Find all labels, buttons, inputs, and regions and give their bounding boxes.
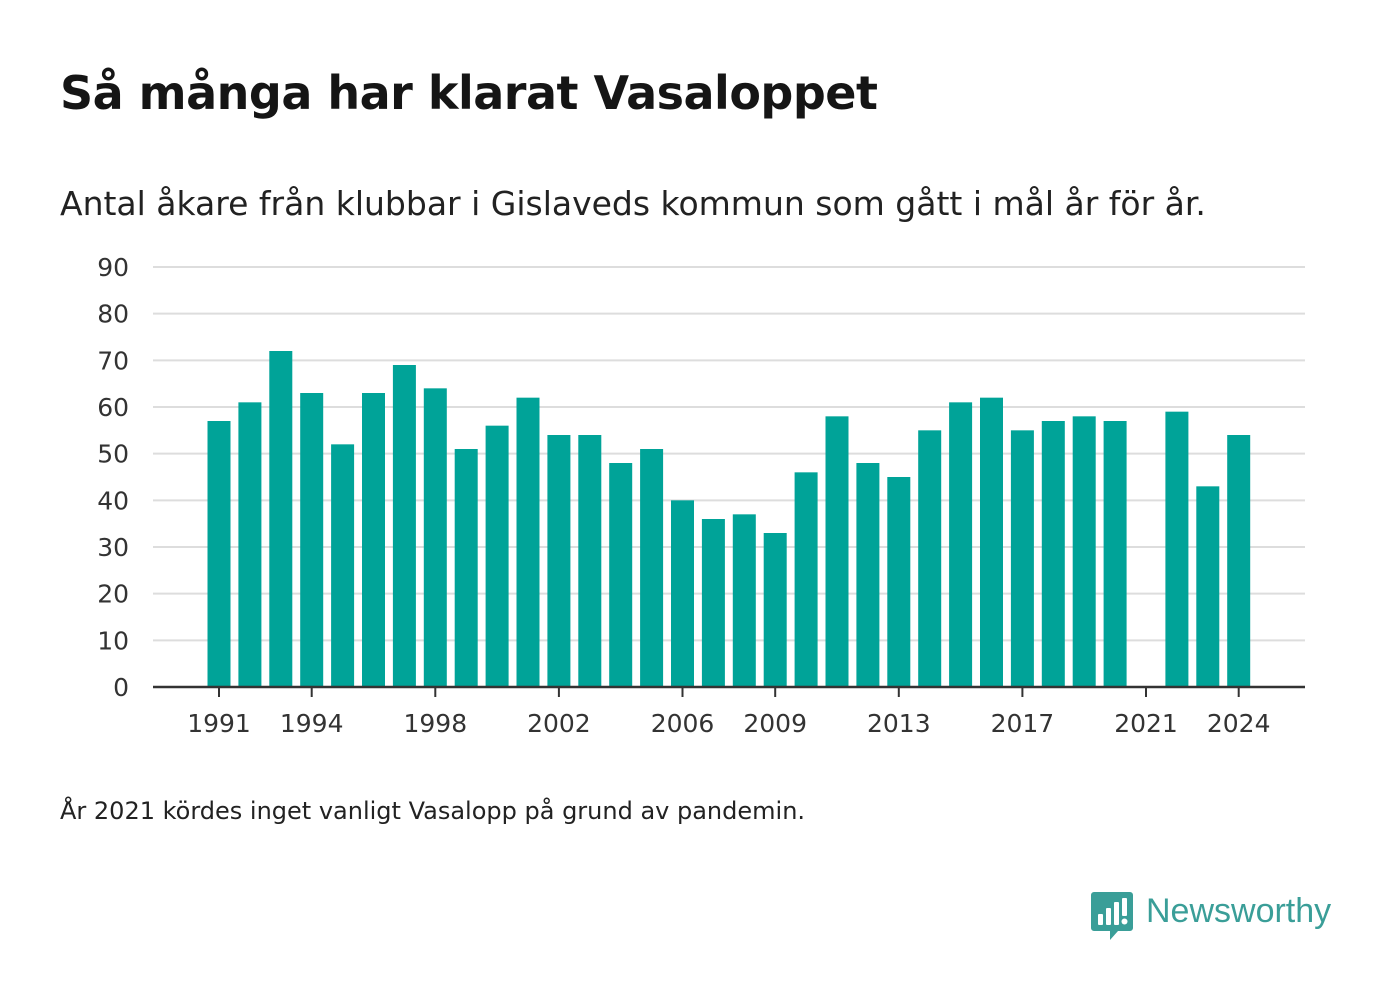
newsworthy-logo-icon xyxy=(1091,892,1133,940)
bar-1994[interactable] xyxy=(300,393,324,687)
newsworthy-logo[interactable]: Newsworthy xyxy=(1090,890,1331,942)
y-tick-label: 10 xyxy=(97,626,129,655)
bar-1995[interactable] xyxy=(331,444,355,687)
y-axis-labels: 0 10 20 30 40 50 60 70 80 90 xyxy=(97,253,129,702)
y-tick-label: 0 xyxy=(113,673,129,702)
x-tick-label: 1998 xyxy=(403,709,467,738)
bar-2006[interactable] xyxy=(671,500,694,687)
bar-2019[interactable] xyxy=(1072,416,1096,687)
bar-1993[interactable] xyxy=(269,351,293,687)
y-tick-label: 50 xyxy=(97,440,129,469)
x-tick-label: 2013 xyxy=(867,709,931,738)
bar-2013[interactable] xyxy=(887,477,911,687)
x-tick-label: 2024 xyxy=(1207,709,1271,738)
x-tick-label: 1991 xyxy=(187,709,251,738)
x-tick-label: 2009 xyxy=(743,709,807,738)
bar-2012[interactable] xyxy=(856,463,880,687)
bar-2024[interactable] xyxy=(1227,435,1251,687)
bar-1991[interactable] xyxy=(207,421,231,687)
x-tick-label: 2021 xyxy=(1114,709,1178,738)
brand-name: Newsworthy xyxy=(1146,892,1332,930)
y-tick-label: 70 xyxy=(97,346,129,375)
x-axis xyxy=(153,685,1305,697)
y-tick-label: 80 xyxy=(97,300,129,329)
bar-2009[interactable] xyxy=(763,533,787,687)
bar-2010[interactable] xyxy=(794,472,818,687)
chart-subtitle: Antal åkare från klubbar i Gislaveds kom… xyxy=(60,184,1206,223)
bar-2008[interactable] xyxy=(732,514,756,687)
y-tick-label: 60 xyxy=(97,393,129,422)
bar-1998[interactable] xyxy=(423,388,447,687)
bar-2016[interactable] xyxy=(980,397,1003,687)
x-tick-label: 2002 xyxy=(527,709,591,738)
bar-2020[interactable] xyxy=(1103,421,1127,687)
bar-2004[interactable] xyxy=(609,463,633,687)
bar-2015[interactable] xyxy=(949,402,973,687)
bars xyxy=(207,351,1251,687)
bar-chart: 0 10 20 30 40 50 60 70 80 90 1991 1994 1998 2002 2006… xyxy=(97,253,1305,738)
bar-2000[interactable] xyxy=(485,425,509,687)
bar-1999[interactable] xyxy=(454,449,478,687)
x-tick-label: 1994 xyxy=(280,709,344,738)
footnote: År 2021 kördes inget vanligt Vasalopp på… xyxy=(60,797,806,825)
y-tick-label: 90 xyxy=(97,253,129,282)
bar-2007[interactable] xyxy=(701,519,725,687)
bar-2002[interactable] xyxy=(547,435,571,687)
bar-1992[interactable] xyxy=(238,402,262,687)
bar-2001[interactable] xyxy=(516,397,540,687)
bar-2003[interactable] xyxy=(578,435,602,687)
bar-1997[interactable] xyxy=(392,365,416,687)
bar-2011[interactable] xyxy=(825,416,849,687)
chart-title: Så många har klarat Vasaloppet xyxy=(60,66,878,120)
x-tick-label: 2006 xyxy=(651,709,715,738)
bar-1996[interactable] xyxy=(362,393,385,687)
bar-2023[interactable] xyxy=(1196,486,1220,687)
bar-2014[interactable] xyxy=(918,430,942,687)
y-tick-label: 30 xyxy=(97,533,129,562)
y-tick-label: 40 xyxy=(97,486,129,515)
x-tick-label: 2017 xyxy=(991,709,1055,738)
bar-2017[interactable] xyxy=(1010,430,1034,687)
gridlines xyxy=(153,266,1305,642)
bar-2022[interactable] xyxy=(1165,411,1189,687)
bar-2005[interactable] xyxy=(640,449,664,687)
bar-2018[interactable] xyxy=(1041,421,1065,687)
x-axis-labels: 1991 1994 1998 2002 2006 2009 2013 2017 2021 2024 xyxy=(187,709,1270,738)
y-tick-label: 20 xyxy=(97,580,129,609)
